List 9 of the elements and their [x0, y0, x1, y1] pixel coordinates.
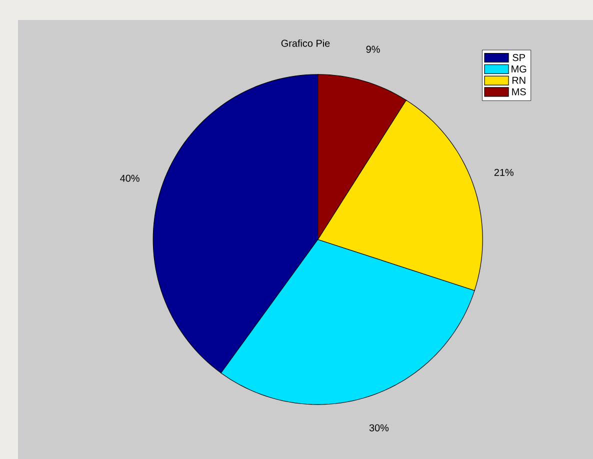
legend-label: MS: [512, 88, 526, 96]
data-label: 21%: [494, 168, 514, 176]
chart-title: Grafico Pie: [281, 40, 330, 47]
data-label: 9%: [366, 46, 380, 53]
data-label: 40%: [120, 174, 140, 182]
legend-label: SP: [512, 54, 525, 62]
data-label: 30%: [369, 424, 389, 432]
legend-label: MG: [512, 65, 526, 73]
legend-label: RN: [512, 76, 526, 84]
